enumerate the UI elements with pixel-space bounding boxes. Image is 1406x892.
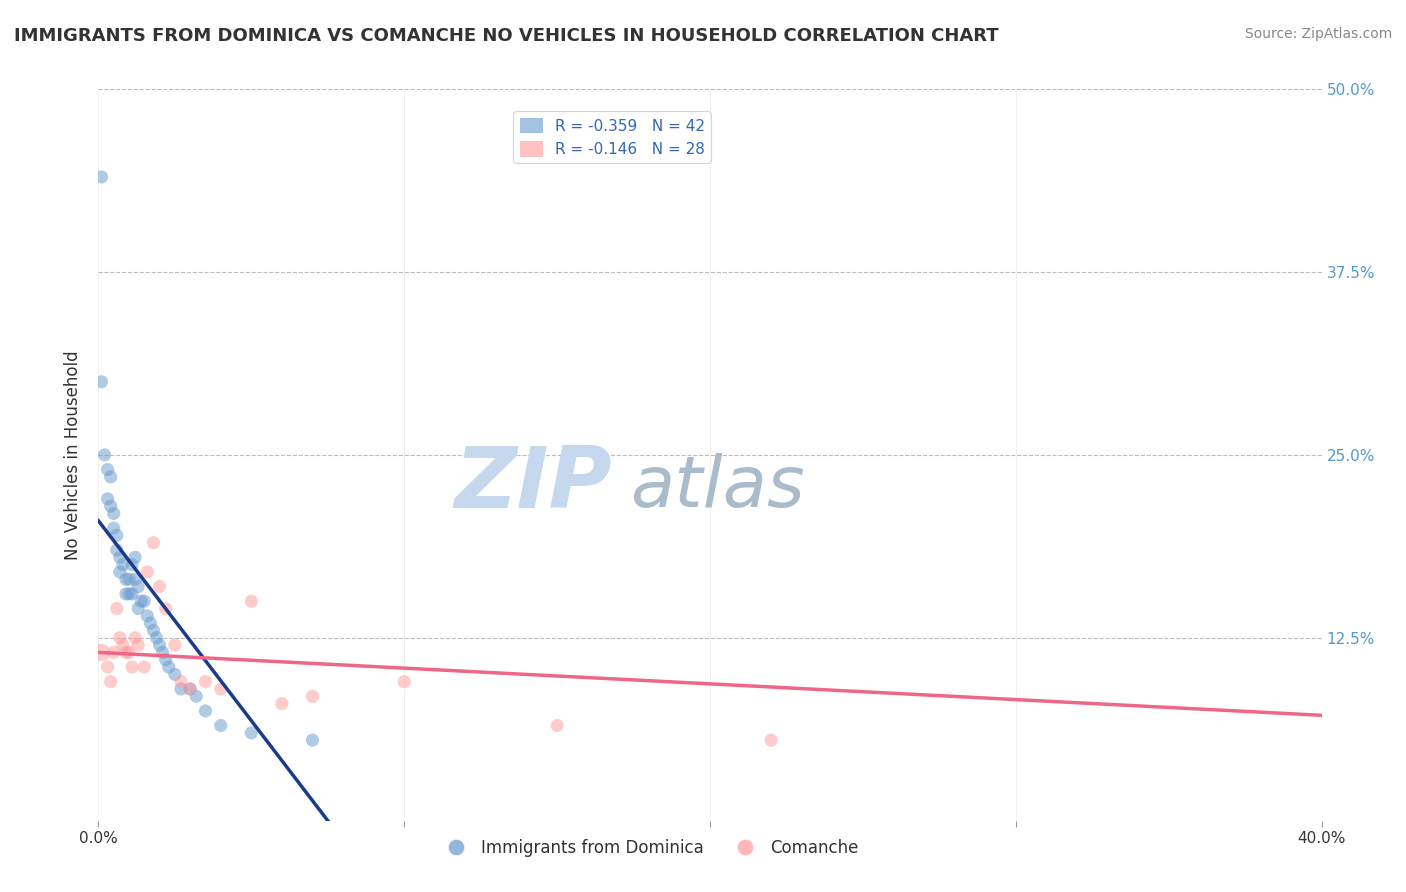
Point [111,638,134,652]
Legend: Immigrants from Dominica, Comanche: Immigrants from Dominica, Comanche [433,832,865,863]
Point [105,601,128,615]
Text: Source: ZipAtlas.com: Source: ZipAtlas.com [1244,27,1392,41]
Point [155,601,177,615]
Point [108,565,131,579]
Point [240,726,263,740]
Point [209,681,232,696]
Point [118,587,141,601]
Point [121,558,143,572]
Point [149,638,172,652]
Point [194,674,217,689]
Point [108,631,131,645]
Point [170,681,193,696]
Point [149,580,172,594]
Point [145,631,167,645]
Point [546,718,568,732]
Point [111,558,134,572]
Text: ZIP: ZIP [454,442,612,525]
Point [170,674,193,689]
Point [301,733,323,747]
Point [127,601,149,615]
Point [142,624,165,638]
Point [179,681,201,696]
Point [90,169,112,184]
Point [93,448,115,462]
Point [157,660,180,674]
Point [103,521,125,535]
Point [209,718,232,732]
Point [194,704,217,718]
Point [103,507,125,521]
Point [115,587,138,601]
Point [129,594,152,608]
Point [90,375,112,389]
Point [139,616,162,631]
Point [105,528,128,542]
Point [100,470,122,484]
Point [105,543,128,558]
Point [124,631,146,645]
Point [155,653,177,667]
Point [108,550,131,565]
Point [124,550,146,565]
Point [136,608,159,623]
Point [118,572,141,586]
Point [163,638,186,652]
Point [124,572,146,586]
Point [759,733,782,747]
Point [127,580,149,594]
Point [115,572,138,586]
Point [179,681,201,696]
Point [134,660,156,674]
Point [115,645,138,659]
Point [100,499,122,513]
Point [127,638,149,652]
Point [118,645,141,659]
Point [186,690,208,704]
Point [152,645,174,659]
Point [392,674,416,689]
Point [240,594,263,608]
Point [97,462,120,476]
Point [301,690,323,704]
Point [103,645,125,659]
Point [136,565,159,579]
Y-axis label: No Vehicles in Household: No Vehicles in Household [65,350,83,560]
Point [100,674,122,689]
Point [142,535,165,549]
Point [90,645,112,659]
Point [121,660,143,674]
Point [97,660,120,674]
Point [121,587,143,601]
Text: atlas: atlas [630,453,806,523]
Text: IMMIGRANTS FROM DOMINICA VS COMANCHE NO VEHICLES IN HOUSEHOLD CORRELATION CHART: IMMIGRANTS FROM DOMINICA VS COMANCHE NO … [14,27,998,45]
Point [97,491,120,506]
Point [163,667,186,681]
Point [270,697,292,711]
Point [134,594,156,608]
